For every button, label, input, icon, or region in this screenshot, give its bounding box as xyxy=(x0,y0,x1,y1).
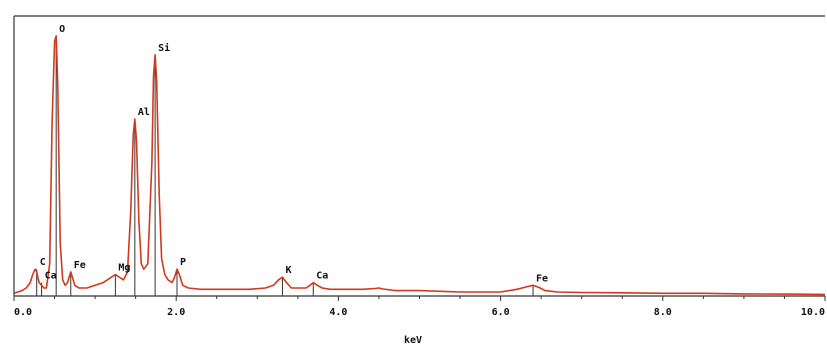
x-tick-label: 4.0 xyxy=(329,307,347,318)
peak-label: K xyxy=(285,265,291,276)
x-tick-label: 10.0 xyxy=(801,307,825,318)
x-axis-label: keV xyxy=(404,335,422,346)
peak-label: C xyxy=(40,257,46,268)
peak-label: O xyxy=(59,24,65,35)
peak-label: Fe xyxy=(74,260,86,271)
x-tick-label: 2.0 xyxy=(167,307,185,318)
peak-label: Ca xyxy=(45,271,57,282)
peak-marker-layer xyxy=(36,36,534,296)
x-tick-label: 8.0 xyxy=(654,307,672,318)
peak-label: Fe xyxy=(536,273,548,284)
spectrum-line xyxy=(13,35,826,296)
peak-label: Mg xyxy=(118,263,130,274)
x-tick-label: 0.0 xyxy=(14,307,32,318)
axes-layer xyxy=(13,15,826,301)
series-layer xyxy=(13,35,826,296)
peak-label: Ca xyxy=(316,271,328,282)
x-tick-label: 6.0 xyxy=(492,307,510,318)
peak-label: Al xyxy=(138,107,150,118)
tick-label-layer: 0.0 2.0 4.0 6.0 8.0 10.0 xyxy=(14,307,825,318)
peak-label: P xyxy=(180,257,186,268)
peak-label-layer: C Ca O Fe Mg Al Si P K Ca Fe xyxy=(40,24,548,284)
peak-label: Si xyxy=(158,42,170,54)
